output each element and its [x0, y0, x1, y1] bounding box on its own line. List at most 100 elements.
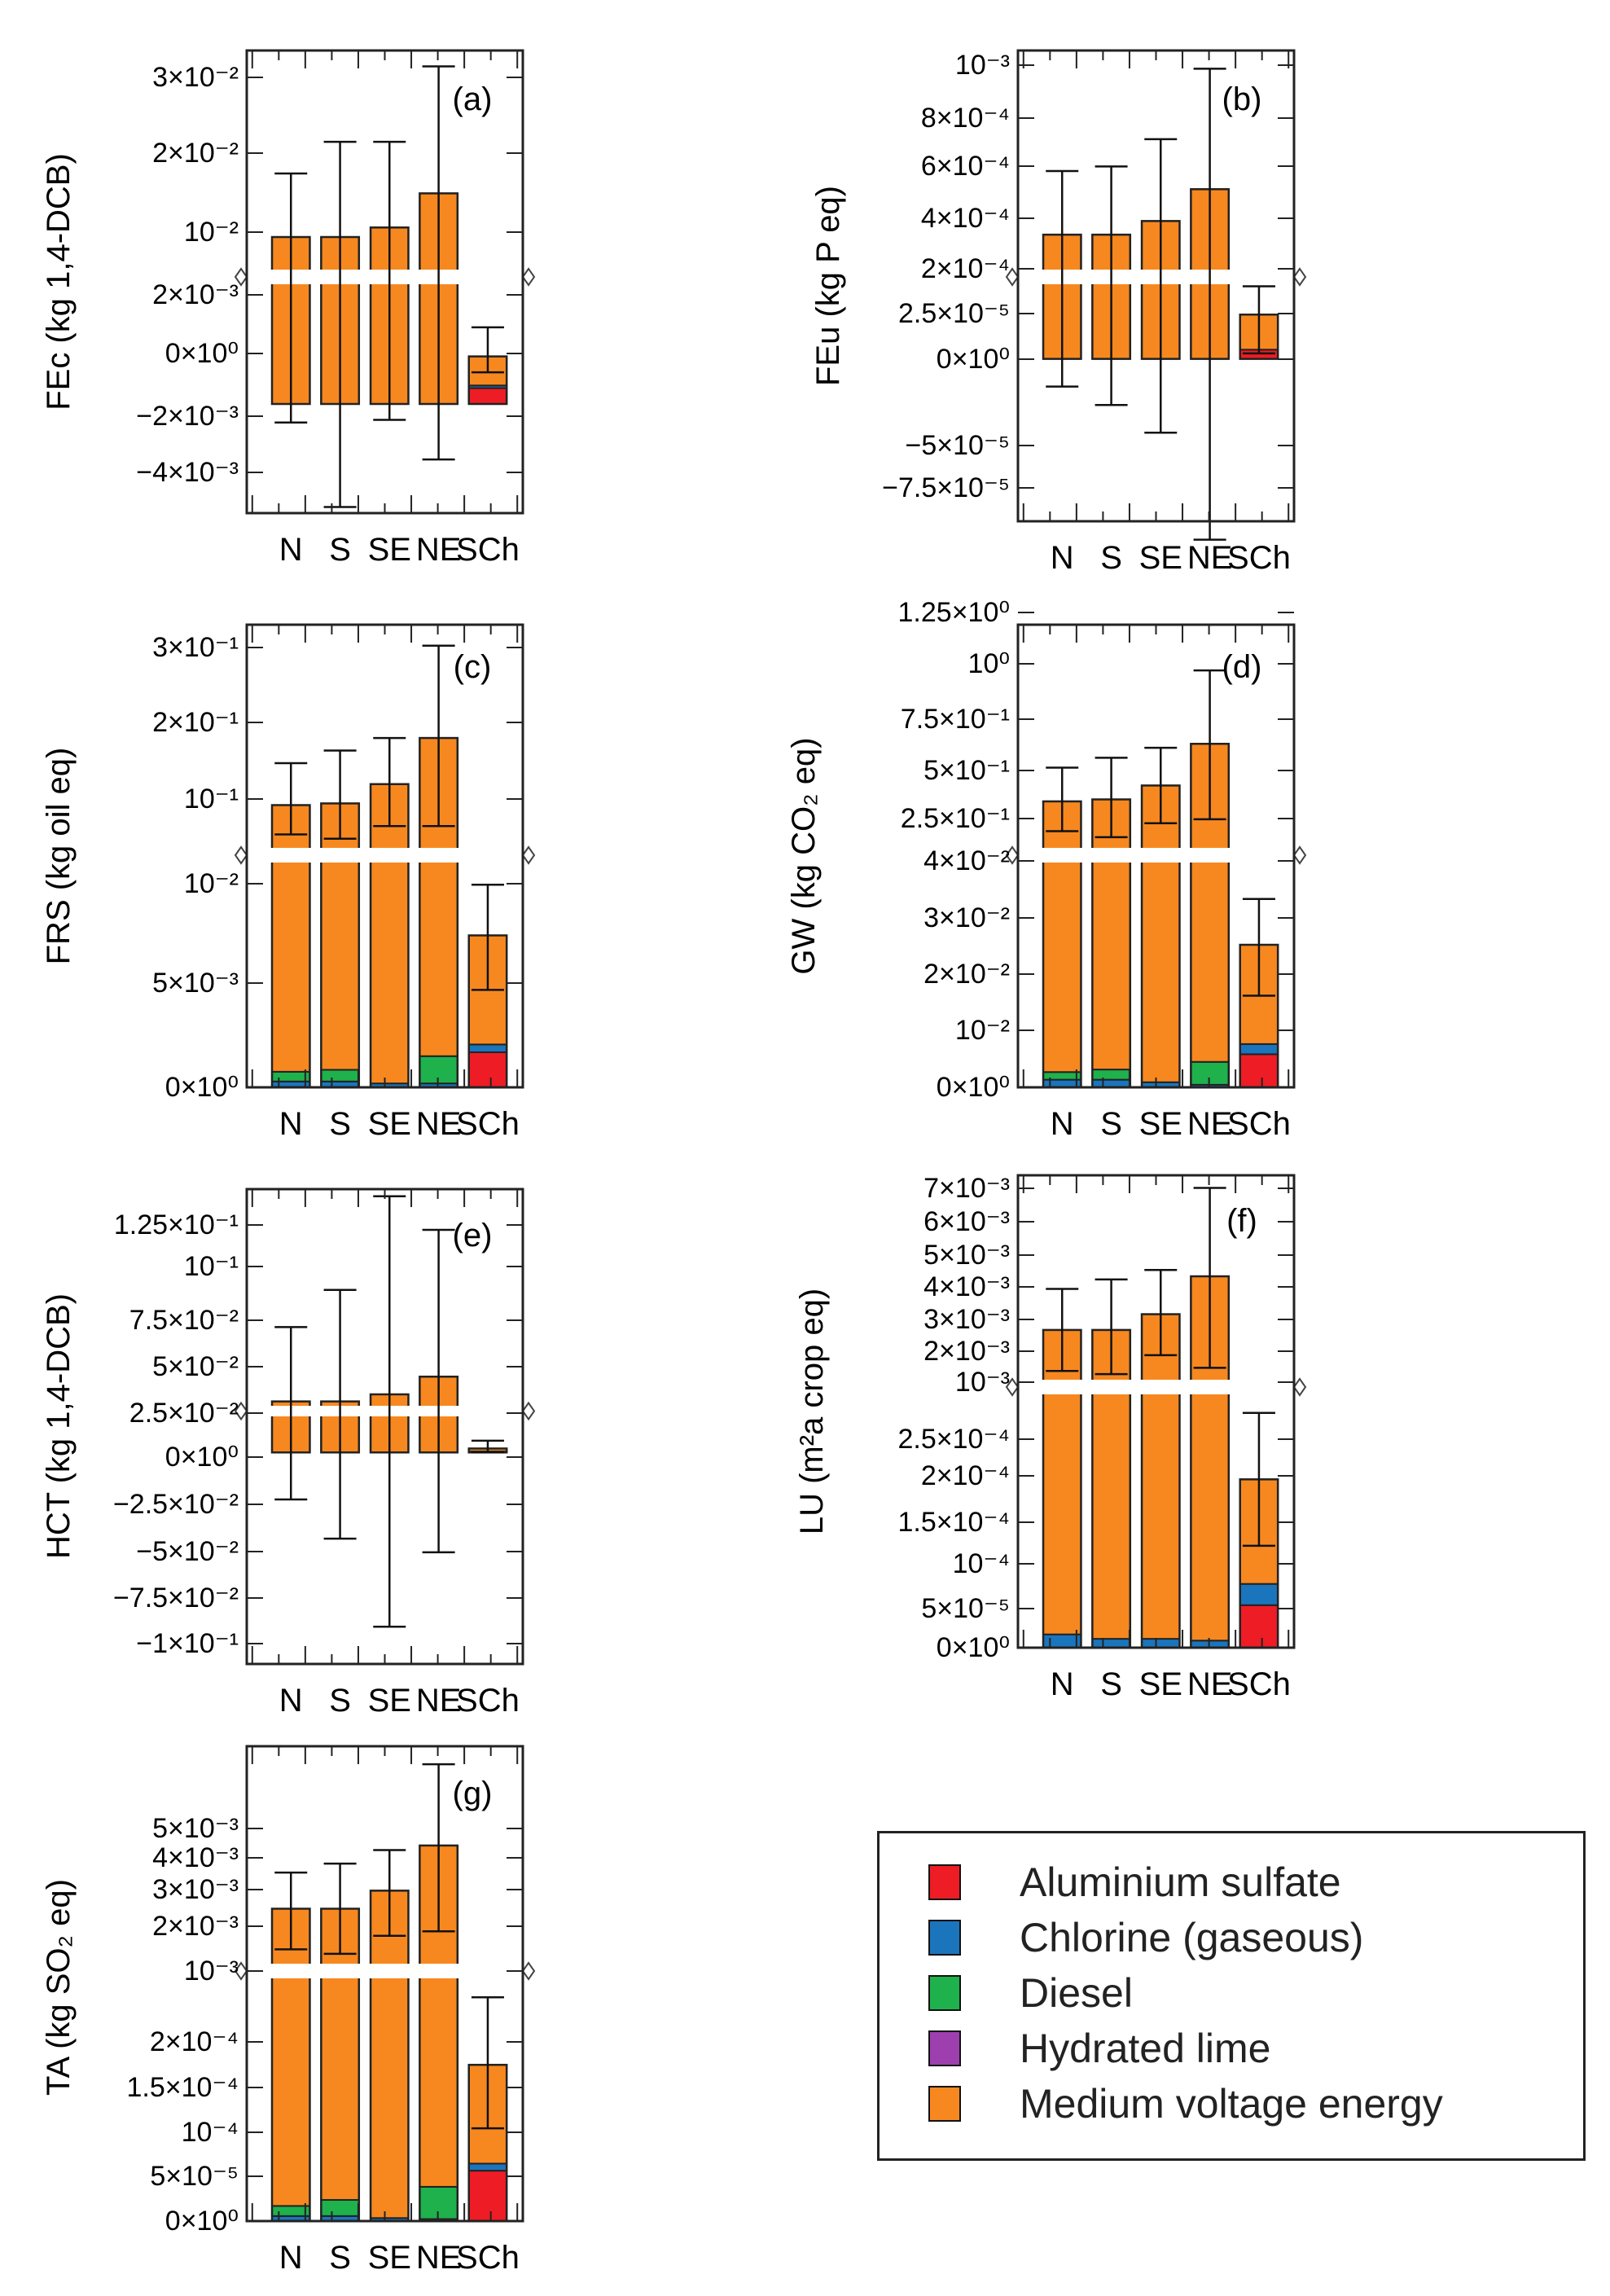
axis-break: [1016, 1380, 1296, 1394]
y-tick-label: 2×10⁻⁴: [921, 1460, 1010, 1491]
y-tick-label: 10⁻¹: [184, 784, 239, 814]
legend-item: Hydrated lime: [928, 2024, 1270, 2073]
bar-segment: [419, 1055, 458, 1085]
y-tick-label: 8×10⁻⁴: [921, 103, 1010, 134]
y-tick-label: 10⁻²: [184, 217, 239, 248]
x-tick-label: SCh: [456, 1683, 520, 1719]
y-tick-label: −4×10⁻³: [136, 457, 239, 488]
bar-segment: [370, 1890, 410, 2219]
y-tick-label: 0×10⁰: [165, 1072, 239, 1103]
x-tick-label: N: [279, 1683, 303, 1719]
y-tick-label: 2.5×10⁻¹: [901, 803, 1010, 834]
y-tick-label: 10⁻³: [955, 1367, 1010, 1398]
y-tick-label: 2×10⁻⁴: [921, 253, 1010, 284]
bar-segment: [320, 802, 360, 1071]
y-axis-title: GW (kg CO₂ eq): [786, 737, 822, 974]
y-tick-label: 10⁰: [968, 648, 1010, 679]
y-tick-label: 7.5×10⁻²: [129, 1305, 239, 1336]
x-tick-label: NE: [416, 1106, 462, 1142]
y-tick-label: −7.5×10⁻⁵: [882, 472, 1010, 503]
bar-segment: [419, 2185, 458, 2220]
x-tick-label: SCh: [1227, 1106, 1291, 1142]
y-tick-label: 2.5×10⁻²: [129, 1398, 239, 1429]
bar-segment: [1141, 1638, 1181, 1648]
legend-label: Chlorine (gaseous): [1020, 1915, 1364, 1960]
x-tick-label: SE: [368, 1683, 411, 1719]
bar-segment: [1239, 1583, 1279, 1606]
x-tick-label: N: [1051, 1106, 1074, 1142]
x-tick-label: SE: [368, 2240, 411, 2276]
y-tick-label: 3×10⁻¹: [152, 632, 239, 663]
y-axis-title: FEc (kg 1,4-DCB): [41, 153, 77, 410]
y-tick-label: 3×10⁻³: [923, 1304, 1010, 1335]
y-tick-label: 10⁻³: [184, 1956, 239, 1987]
y-tick-label: 5×10⁻¹: [923, 755, 1010, 786]
y-tick-label: −2×10⁻³: [136, 401, 239, 432]
bar-segment: [1091, 1328, 1131, 1640]
y-tick-label: 2×10⁻²: [923, 959, 1010, 990]
y-tick-label: 0×10⁰: [165, 338, 239, 369]
legend-swatch-diesel: [928, 1975, 961, 2011]
y-tick-label: −7.5×10⁻²: [113, 1583, 239, 1613]
y-tick-label: 4×10⁻²: [923, 845, 1010, 876]
bar-segment: [1141, 1313, 1181, 1640]
bar-segment: [271, 2205, 311, 2217]
x-tick-label: SCh: [1227, 540, 1291, 576]
bar-segment: [1091, 798, 1131, 1071]
y-tick-label: 2×10⁻²: [152, 138, 239, 169]
y-tick-label: 10⁻³: [955, 50, 1010, 81]
y-tick-label: 1.25×10⁻¹: [114, 1209, 239, 1240]
bar-segment: [1190, 1060, 1230, 1086]
y-tick-label: 0×10⁰: [937, 1072, 1010, 1103]
y-tick-label: 2.5×10⁻⁵: [898, 298, 1010, 329]
y-tick-label: 10⁻²: [184, 868, 239, 899]
y-tick-label: 4×10⁻³: [152, 1842, 239, 1873]
y-tick-label: 5×10⁻³: [152, 968, 239, 999]
bar-segment: [370, 783, 410, 1085]
legend-label: Aluminium sulfate: [1020, 1859, 1341, 1905]
x-tick-label: NE: [1187, 540, 1233, 576]
y-tick-label: 5×10⁻³: [923, 1240, 1010, 1271]
y-tick-label: 5×10⁻⁵: [150, 2161, 239, 2192]
legend-swatch-chlorine: [928, 1920, 961, 1956]
panel-tag: (g): [453, 1776, 493, 1811]
y-tick-label: 3×10⁻³: [152, 1874, 239, 1905]
y-tick-label: 2×10⁻³: [152, 1911, 239, 1942]
x-tick-label: N: [279, 2240, 303, 2276]
x-tick-label: N: [279, 1106, 303, 1142]
x-tick-label: S: [329, 1683, 351, 1719]
y-tick-label: 0×10⁰: [165, 1442, 239, 1473]
y-axis-title: HCT (kg 1,4-DCB): [41, 1293, 77, 1559]
legend-item: Aluminium sulfate: [928, 1858, 1341, 1907]
x-tick-label: SE: [1139, 1106, 1182, 1142]
y-tick-label: 5×10⁻³: [152, 1813, 239, 1844]
axis-break: [245, 270, 524, 284]
legend-swatch-medium-voltage-energy: [928, 2086, 961, 2122]
bar-segment: [1091, 1069, 1131, 1081]
y-tick-label: 5×10⁻²: [152, 1351, 239, 1382]
legend-swatch-aluminium-sulfate: [928, 1864, 961, 1900]
x-tick-label: SCh: [456, 532, 520, 568]
bar-segment: [271, 1070, 311, 1082]
y-tick-label: 0×10⁰: [937, 344, 1010, 375]
y-tick-label: 7×10⁻³: [923, 1173, 1010, 1204]
y-tick-label: −1×10⁻¹: [136, 1628, 239, 1659]
y-tick-label: 0×10⁰: [165, 2206, 239, 2237]
y-tick-label: 2.5×10⁻⁴: [898, 1424, 1011, 1455]
x-tick-label: SCh: [456, 2240, 520, 2276]
y-tick-label: −2.5×10⁻²: [113, 1489, 239, 1520]
x-tick-label: S: [1100, 540, 1122, 576]
legend-label: Medium voltage energy: [1020, 2081, 1443, 2127]
x-tick-label: S: [329, 1106, 351, 1142]
axis-break: [1016, 270, 1296, 284]
axis-break: [245, 1406, 524, 1416]
panel-tag: (d): [1222, 649, 1262, 685]
legend-label: Hydrated lime: [1020, 2026, 1271, 2071]
x-tick-label: SE: [1139, 540, 1182, 576]
bar-segment: [271, 804, 311, 1073]
bar-segment: [1239, 1043, 1279, 1056]
